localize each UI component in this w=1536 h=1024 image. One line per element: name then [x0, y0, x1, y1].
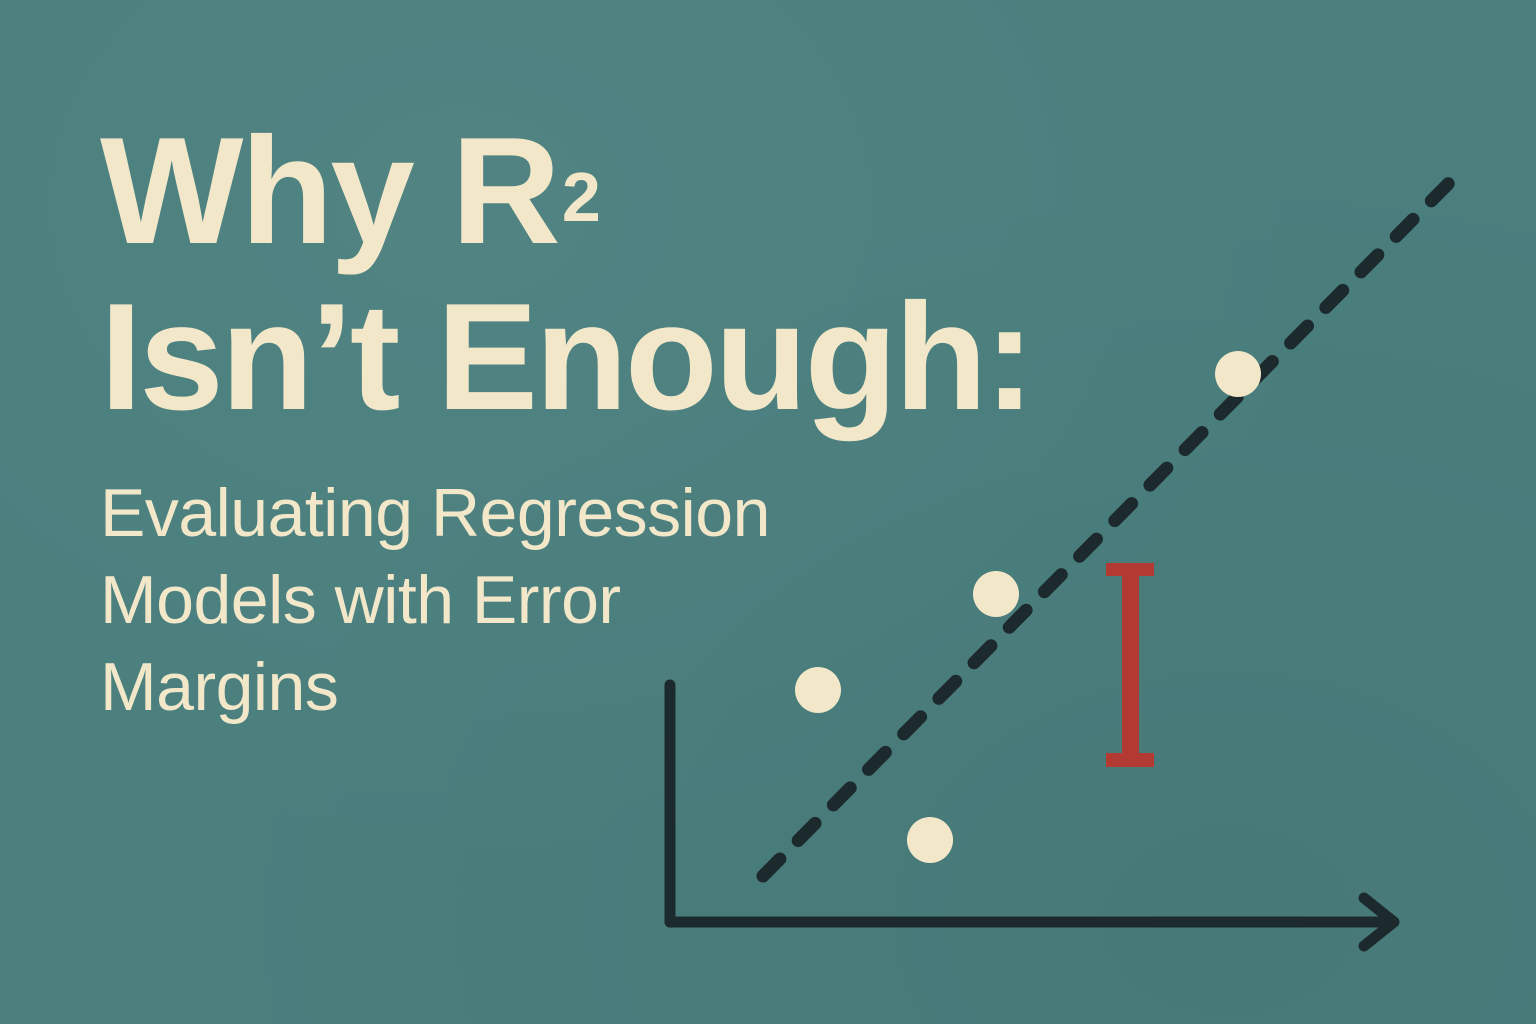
error-bar-bottom-cap [1106, 753, 1154, 767]
error-bar-stem [1122, 563, 1139, 767]
subtitle-line-1: Evaluating Regression [100, 475, 770, 551]
subtitle: Evaluating Regression Models with Error … [100, 470, 770, 731]
title-line-1: Why R2 [100, 108, 1032, 274]
subtitle-line-2: Models with Error [100, 562, 621, 638]
data-point [907, 817, 953, 863]
data-point [795, 667, 841, 713]
data-point [1215, 351, 1261, 397]
error-bar [1106, 563, 1154, 767]
fit-line [756, 173, 1459, 883]
title-line-2: Isn’t Enough: [100, 272, 1035, 442]
page-title: Why R2 Isn’t Enough: [100, 108, 1035, 442]
x-axis-arrowhead [1358, 892, 1400, 952]
title-superscript: 2 [561, 158, 601, 236]
data-point [973, 571, 1019, 617]
title-prefix: Why R [100, 106, 561, 276]
subtitle-line-3: Margins [100, 649, 339, 725]
